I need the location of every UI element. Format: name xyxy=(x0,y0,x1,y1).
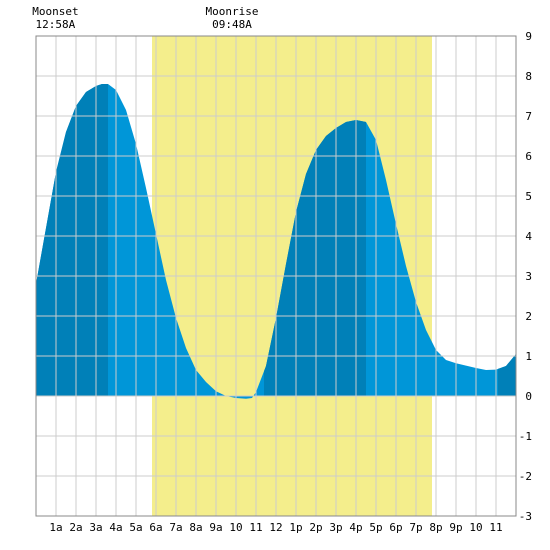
moonrise-time: 09:48A xyxy=(212,18,252,31)
y-tick-label: -1 xyxy=(519,430,532,443)
x-tick-label: 5a xyxy=(129,521,142,534)
x-tick-label: 1p xyxy=(289,521,302,534)
x-tick-label: 10 xyxy=(469,521,482,534)
moonset-label: Moonset xyxy=(32,5,78,18)
x-tick-label: 2a xyxy=(69,521,82,534)
x-tick-label: 6p xyxy=(389,521,402,534)
x-tick-label: 5p xyxy=(369,521,382,534)
y-tick-label: 1 xyxy=(525,350,532,363)
x-tick-label: 10 xyxy=(229,521,242,534)
x-tick-label: 4p xyxy=(349,521,362,534)
x-axis-ticks: 1a 2a 3a 4a 5a 6a 7a 8a 9a 10 11 12 1p 2p 3p 4p 5p 6p 7p 8p… xyxy=(49,521,502,534)
x-tick-label: 12 xyxy=(269,521,282,534)
x-tick-label: 8p xyxy=(429,521,442,534)
x-tick-label: 3a xyxy=(89,521,102,534)
x-tick-label: 2p xyxy=(309,521,322,534)
x-tick-label: 7a xyxy=(169,521,182,534)
moonrise-label: Moonrise xyxy=(206,5,259,18)
x-tick-label: 11 xyxy=(489,521,502,534)
x-tick-label: 4a xyxy=(109,521,122,534)
x-tick-label: 1a xyxy=(49,521,62,534)
y-tick-label: 4 xyxy=(525,230,532,243)
x-tick-label: 11 xyxy=(249,521,262,534)
y-tick-label: 9 xyxy=(525,30,532,43)
y-tick-label: 7 xyxy=(525,110,532,123)
x-tick-label: 8a xyxy=(189,521,202,534)
plot-frame xyxy=(35,35,517,517)
y-tick-label: -3 xyxy=(519,510,532,523)
grid-lines xyxy=(36,36,516,516)
x-tick-label: 7p xyxy=(409,521,422,534)
y-tick-label: 5 xyxy=(525,190,532,203)
y-axis-ticks: -3 -2 -1 0 1 2 3 4 5 6 7 8 9 xyxy=(519,30,533,523)
x-tick-label: 9a xyxy=(209,521,222,534)
x-tick-label: 3p xyxy=(329,521,342,534)
x-tick-label: 6a xyxy=(149,521,162,534)
y-tick-label: 6 xyxy=(525,150,532,163)
moonset-time: 12:58A xyxy=(36,18,76,31)
y-tick-label: -2 xyxy=(519,470,532,483)
x-tick-label: 9p xyxy=(449,521,462,534)
y-tick-label: 3 xyxy=(525,270,532,283)
y-tick-label: 2 xyxy=(525,310,532,323)
y-tick-label: 8 xyxy=(525,70,532,83)
y-tick-label: 0 xyxy=(525,390,532,403)
